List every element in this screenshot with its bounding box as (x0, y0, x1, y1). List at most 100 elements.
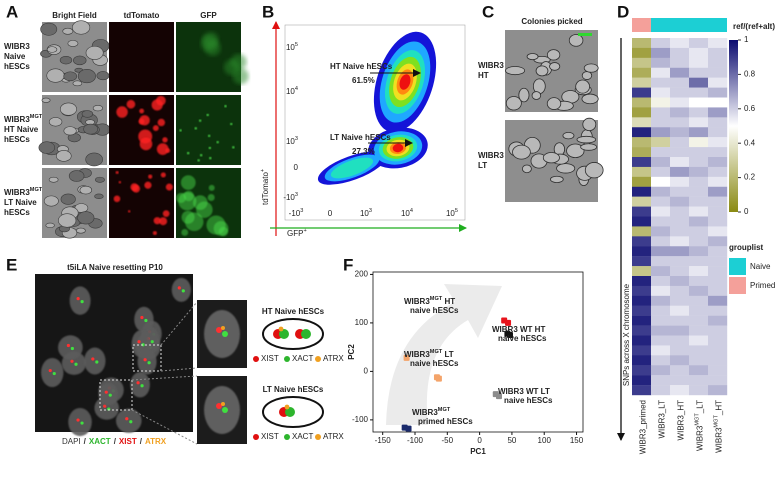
column-header: GFP (200, 11, 217, 20)
colony (584, 162, 604, 179)
heatmap-cell (670, 107, 690, 118)
heatmap-cell (651, 77, 671, 88)
series-label-part: MGT (430, 349, 443, 355)
colony (535, 65, 549, 77)
y-tick-label: 0 (364, 367, 369, 376)
heatmap-cell (708, 196, 728, 207)
colony (521, 164, 532, 174)
colony (518, 87, 530, 103)
density-level (330, 157, 374, 179)
series-label-part: WIBR3 WT HT (492, 325, 545, 334)
nucleus (68, 407, 92, 437)
red-signal (148, 174, 153, 179)
y-axis-label: PC2 (347, 344, 356, 360)
cell (94, 193, 104, 199)
heatmap-cell (689, 57, 709, 68)
heatmap-cell (689, 325, 709, 336)
y-tick-label: 105 (286, 42, 298, 52)
inset-title: HT Naive hESCs (262, 307, 325, 316)
dot (222, 407, 228, 413)
heatmap-cell (632, 157, 652, 168)
red-signal (152, 125, 159, 132)
group-annotation (670, 18, 689, 32)
heatmap-cell (651, 206, 671, 217)
plot-frame (372, 271, 584, 433)
cell (56, 150, 72, 162)
heatmap-cell (708, 355, 728, 366)
heatmap-cell (632, 365, 652, 376)
cell (72, 80, 83, 87)
colony (505, 66, 526, 76)
cell (38, 141, 56, 154)
heatmap-cell (689, 147, 709, 158)
column-label: WIBR3MGT_LT (695, 400, 705, 451)
dot (95, 360, 99, 364)
scale-tick-label: 0.6 (744, 104, 756, 113)
column-label-part: WIBR3 (696, 425, 705, 451)
x-tick-label-part: 5 (455, 208, 458, 214)
heatmap-cell (670, 305, 690, 316)
color-scale (729, 40, 738, 212)
heatmap-cell (689, 216, 709, 227)
column-label-part: WIBR3_LT (658, 400, 667, 439)
gate-name: HT Naive hESCs (330, 62, 393, 71)
scale-title: ref/(ref+alt) (733, 22, 775, 31)
green-signal (207, 194, 215, 202)
green-signal (206, 113, 209, 117)
cell (60, 193, 76, 205)
row-label: WIBR3 (478, 151, 504, 160)
heatmap-cell (670, 176, 690, 187)
x-tick-label: 0 (477, 436, 482, 445)
y-axis-label-part: tdTomato (261, 172, 270, 205)
nucleus (137, 348, 157, 375)
heatmap-cell (632, 137, 652, 148)
point (506, 332, 513, 339)
dot (104, 390, 108, 394)
red-signal (130, 183, 139, 191)
nucleus (115, 408, 142, 433)
x-tick-label: -150 (375, 436, 392, 445)
red-signal (157, 118, 166, 127)
cell (81, 110, 94, 118)
series-label: WIBR3MGT (412, 407, 451, 417)
row-label-part: hESCs (4, 62, 30, 71)
micrograph (505, 30, 599, 112)
y-tick-label-part: 3 (295, 136, 298, 142)
column-label: WIBR3_primed (639, 400, 648, 454)
column-label-part: MGT (695, 413, 701, 426)
heatmap-cell (670, 57, 690, 68)
dot (147, 361, 151, 365)
heatmap-cell (632, 57, 652, 68)
panel-letter: B (262, 2, 274, 21)
heatmap-cell (689, 236, 709, 247)
legend-label: XIST (261, 432, 279, 441)
heatmap-cell (651, 47, 671, 59)
heatmap-cell (651, 365, 671, 376)
heatmap-cell (689, 97, 709, 108)
heatmap-cell (689, 305, 709, 316)
x-tick-label: 103 (360, 208, 372, 218)
point (496, 393, 502, 400)
heatmap-cell (651, 38, 671, 49)
y-tick-label: 0 (294, 163, 299, 172)
panel-letter: A (6, 2, 18, 21)
legend-title: grouplist (729, 243, 764, 252)
legend-label: ATRX (323, 432, 344, 441)
heatmap-cell (689, 256, 709, 267)
inset-title: LT Naive hESCs (263, 385, 324, 394)
heatmap-cell (632, 315, 652, 326)
heatmap-cell (670, 97, 690, 108)
y-tick-label: -100 (352, 415, 369, 424)
group-annotation (708, 18, 727, 32)
heatmap-cell (651, 335, 671, 346)
series-label-part: LT (442, 350, 454, 359)
zoom-box (99, 379, 133, 411)
heatmap-cell (689, 385, 709, 396)
heatmap-cell (670, 127, 690, 138)
heatmap-cell (689, 196, 709, 207)
dot (76, 418, 80, 422)
red-signal (153, 217, 161, 225)
heatmap-cell (708, 266, 728, 277)
dot (125, 417, 129, 421)
red-signal (152, 230, 157, 236)
